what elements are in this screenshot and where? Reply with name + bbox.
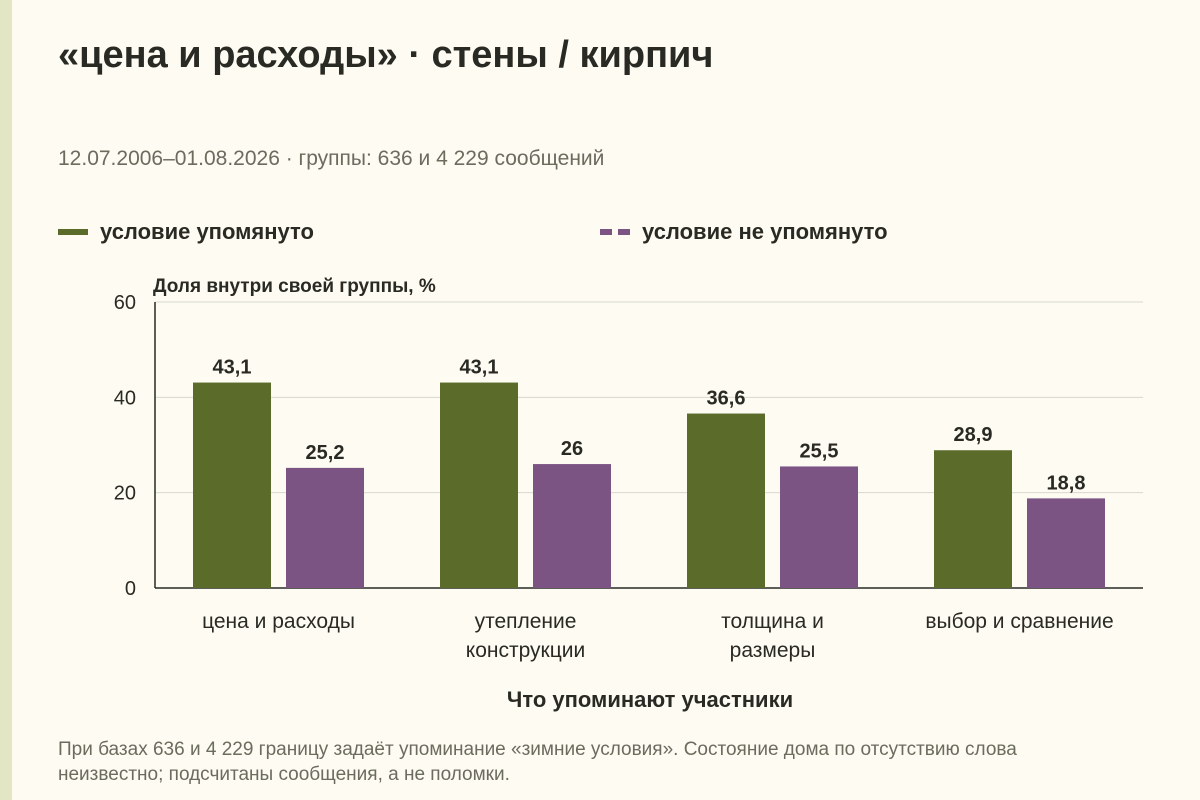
- bar-mentioned: [193, 382, 271, 588]
- footnote: При базах 636 и 4 229 границу задаёт упо…: [58, 739, 1017, 785]
- chart-title: «цена и расходы» · стены / кирпич: [58, 34, 714, 76]
- data-label: 18,8: [1047, 472, 1086, 494]
- x-tick-label: цена и расходы: [202, 610, 355, 633]
- data-label: 26: [561, 438, 583, 460]
- chart-subtitle: 12.07.2006–01.08.2026 · группы: 636 и 4 …: [58, 147, 605, 170]
- x-tick-label: размеры: [730, 639, 816, 662]
- y-tick-label: 60: [114, 292, 136, 314]
- bar-not-mentioned: [1027, 498, 1105, 588]
- data-label: 43,1: [213, 357, 252, 379]
- legend-swatch-mentioned: [58, 229, 88, 235]
- bar-not-mentioned: [286, 467, 364, 588]
- data-label: 36,6: [707, 388, 746, 410]
- legend-label-not-mentioned: условие не упомянуто: [642, 219, 888, 244]
- x-tick-label: утепление: [475, 610, 577, 633]
- legend-swatch-not-mentioned: [600, 229, 630, 235]
- x-tick-label: выбор и сравнение: [925, 610, 1113, 633]
- x-tick-label: толщина и: [721, 610, 824, 633]
- x-tick-label: конструкции: [466, 639, 585, 662]
- x-axis-label: Что упоминают участники: [507, 687, 793, 712]
- data-label: 43,1: [460, 357, 499, 379]
- data-label: 28,9: [954, 424, 993, 446]
- data-label: 25,5: [800, 440, 839, 462]
- bar-not-mentioned: [780, 466, 858, 588]
- legend-item-not-mentioned: условие не упомянуто: [600, 219, 888, 245]
- bar-mentioned: [934, 450, 1012, 588]
- left-accent-strip: [0, 0, 12, 800]
- data-label: 25,2: [306, 442, 345, 464]
- y-tick-label: 20: [114, 483, 136, 505]
- y-tick-label: 0: [125, 578, 136, 600]
- bar-not-mentioned: [533, 464, 611, 588]
- legend-item-mentioned: условие упомянуто: [58, 219, 314, 245]
- bar-mentioned: [440, 382, 518, 588]
- y-tick-label: 40: [114, 387, 136, 409]
- y-axis-label: Доля внутри своей группы, %: [153, 276, 436, 297]
- legend-label-mentioned: условие упомянуто: [100, 219, 314, 244]
- bar-mentioned: [687, 413, 765, 588]
